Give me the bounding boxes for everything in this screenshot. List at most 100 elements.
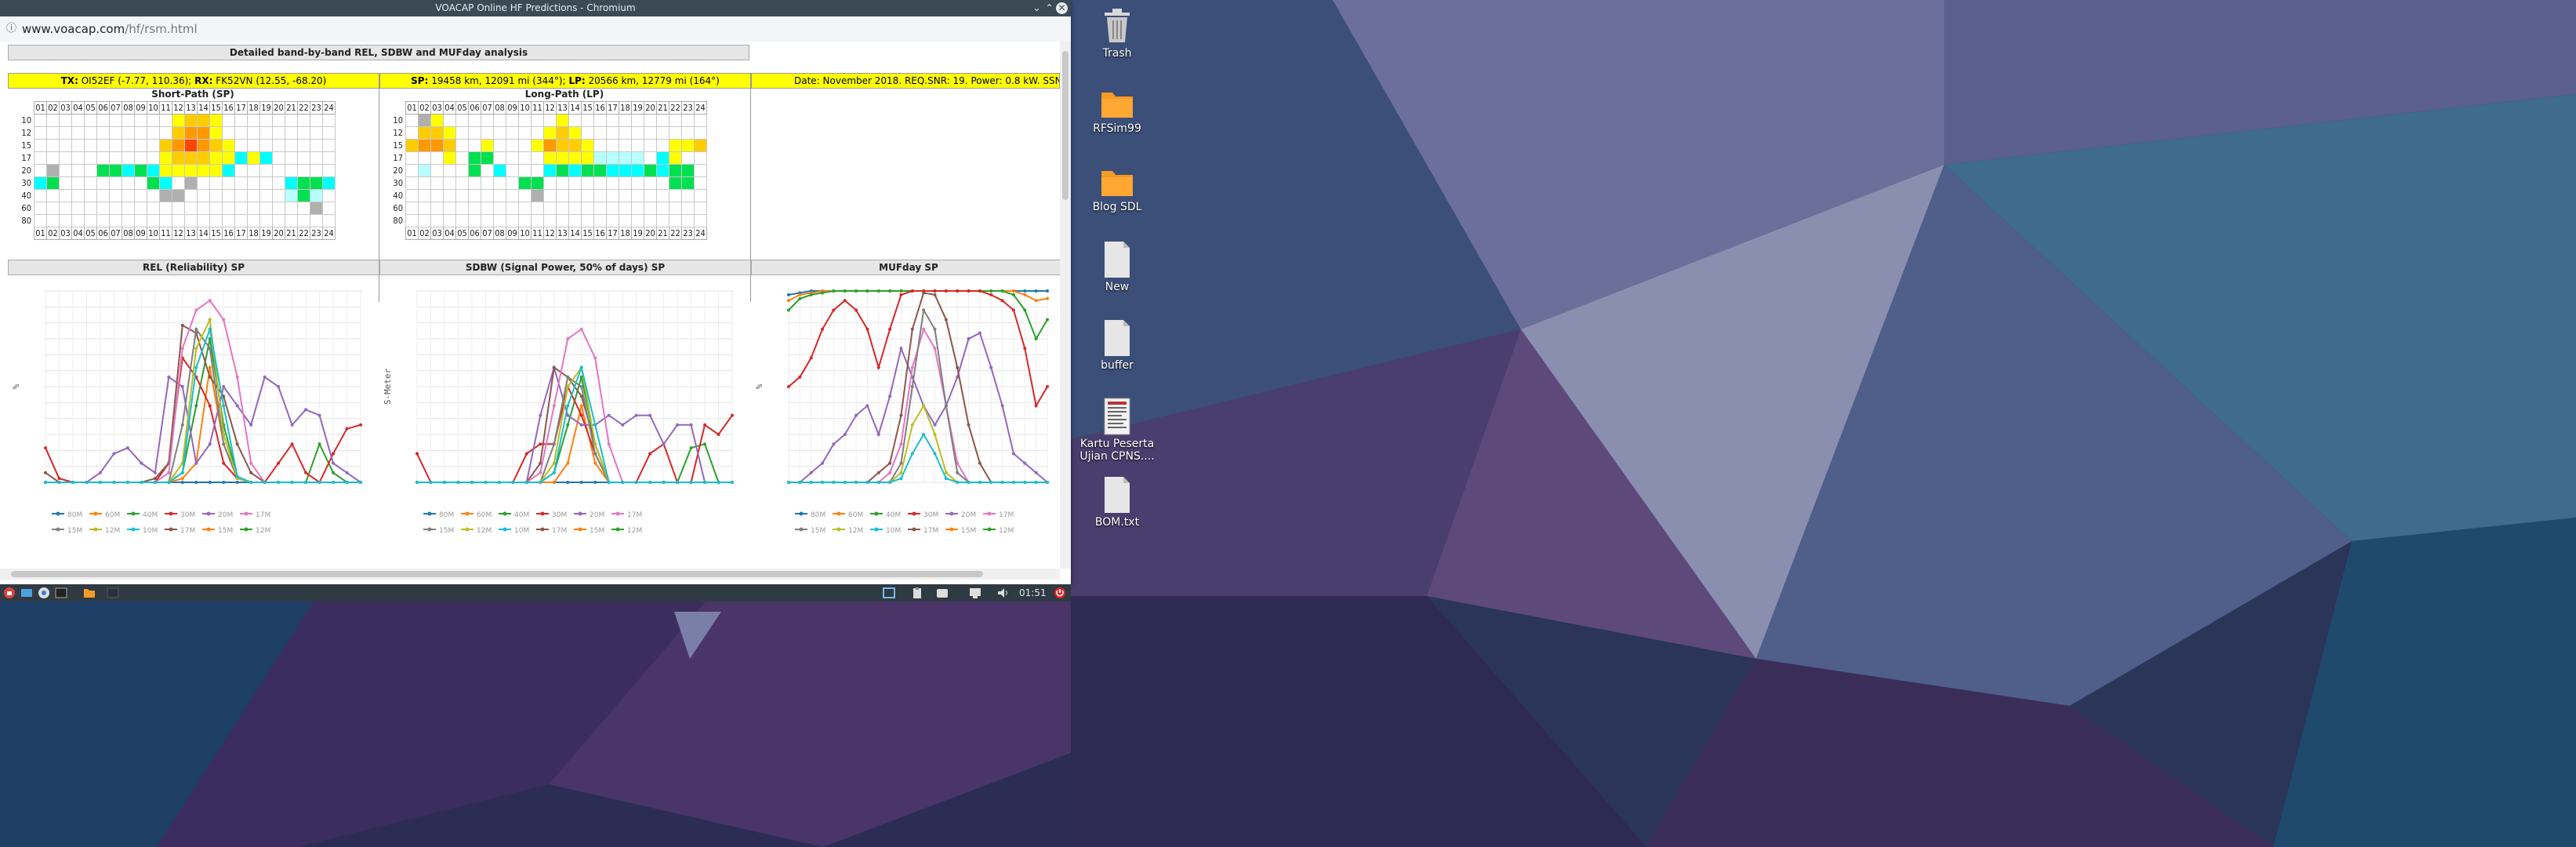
- legend-label: 80M: [67, 511, 82, 519]
- band-hour-cell: [71, 126, 85, 140]
- info-icon[interactable]: ⓘ: [6, 23, 17, 35]
- band-hour-cell: [34, 189, 47, 202]
- band-hour-cell: [147, 176, 160, 190]
- band-hour-cell: [518, 151, 532, 165]
- band-hour-cell: [172, 202, 185, 215]
- data-point: [865, 289, 869, 293]
- hour-header: 24: [694, 101, 707, 115]
- legend-label: 40M: [514, 511, 529, 519]
- band-hour-cell: [172, 164, 185, 177]
- band-hour-cell: [443, 151, 456, 165]
- band-hour-cell: [669, 151, 682, 165]
- data-point: [910, 385, 914, 388]
- data-point: [899, 293, 903, 296]
- band-hour-cell: [455, 189, 469, 202]
- band-hour-cell: [259, 189, 273, 202]
- band-hour-cell: [59, 189, 72, 202]
- legend-marker: [912, 511, 916, 516]
- desktop-icon-rfsim99[interactable]: RFSim99: [1082, 86, 1152, 135]
- network-icon[interactable]: [969, 587, 981, 599]
- hour-header: 18: [247, 101, 260, 115]
- band-hour-cell: [184, 202, 198, 215]
- legend-label: 15M: [67, 527, 82, 535]
- window-list-icon[interactable]: [883, 587, 895, 599]
- data-point: [876, 289, 880, 293]
- band-hour-cell: [109, 151, 122, 165]
- legend-label: 10M: [143, 527, 158, 535]
- band-hour-cell: [285, 126, 298, 140]
- band-label: 40: [21, 191, 31, 201]
- horizontal-scrollbar[interactable]: [0, 569, 1060, 580]
- power-icon[interactable]: [1054, 587, 1066, 599]
- browser-icon[interactable]: [38, 587, 50, 599]
- band-label: 20: [393, 165, 403, 176]
- band-hour-cell: [259, 151, 273, 165]
- data-point: [944, 477, 948, 481]
- desktop-icon-new[interactable]: New: [1082, 240, 1152, 293]
- vertical-scrollbar[interactable]: [1060, 42, 1071, 569]
- data-point: [566, 375, 570, 379]
- band-hour-cell: [405, 126, 419, 140]
- data-point: [854, 308, 858, 312]
- band-hour-cell: [322, 164, 336, 177]
- clock[interactable]: 01:51: [1019, 587, 1047, 598]
- band-hour-cell: [593, 189, 607, 202]
- hour-header: 05: [455, 101, 469, 115]
- data-point: [263, 375, 267, 379]
- address-bar[interactable]: ⓘ www.voacap.com/hf/rsm.html: [0, 16, 1071, 42]
- data-point: [235, 375, 239, 379]
- desktop-icon-kartu-peserta[interactable]: Kartu Peserta Ujian CPNS....: [1076, 397, 1159, 463]
- minimize-icon[interactable]: ⌄: [1032, 2, 1041, 13]
- band-hour-cell: [694, 126, 707, 140]
- band-hour-cell: [631, 202, 644, 215]
- url-text[interactable]: www.voacap.com/hf/rsm.html: [22, 22, 198, 36]
- band-hour-cell: [46, 176, 60, 190]
- maximize-icon[interactable]: ⌃: [1045, 2, 1054, 13]
- band-hour-cell: [543, 202, 557, 215]
- band-hour-cell: [96, 214, 110, 227]
- data-point: [194, 327, 198, 331]
- desktop-icon-buffer[interactable]: buffer: [1082, 318, 1152, 372]
- terminal-icon[interactable]: [55, 587, 67, 599]
- band-hour-cell: [285, 176, 298, 190]
- band-hour-cell: [418, 202, 431, 215]
- band-hour-cell: [46, 189, 60, 202]
- band-hour-cell: [455, 214, 469, 227]
- desktop-icon-blog-sdl[interactable]: Blog SDL: [1082, 165, 1152, 213]
- band-hour-cell: [134, 139, 147, 152]
- volume-icon[interactable]: [997, 587, 1010, 599]
- band-hour-cell: [644, 189, 657, 202]
- band-hour-cell: [285, 202, 298, 215]
- keyboard-icon[interactable]: [936, 587, 949, 599]
- hour-footer: 11: [159, 227, 172, 240]
- band-hour-cell: [518, 139, 532, 152]
- clipboard-icon[interactable]: [911, 587, 923, 599]
- data-point: [967, 337, 971, 340]
- band-hour-cell: [247, 214, 260, 227]
- file-manager-icon[interactable]: [83, 587, 96, 599]
- band-hour-cell: [234, 151, 248, 165]
- window-titlebar[interactable]: VOACAP Online HF Predictions - Chromium …: [0, 0, 1071, 16]
- hour-footer: 02: [418, 227, 431, 240]
- desktop-icon-trash[interactable]: Trash: [1082, 6, 1152, 60]
- data-point: [57, 477, 61, 481]
- close-icon[interactable]: ✕: [1056, 2, 1068, 14]
- band-hour-cell: [46, 202, 60, 215]
- data-point: [180, 481, 184, 484]
- band-hour-cell: [556, 126, 569, 140]
- start-menu-icon[interactable]: [3, 587, 16, 599]
- band-hour-cell: [405, 189, 419, 202]
- band-hour-cell: [197, 202, 210, 215]
- window-title: VOACAP Online HF Predictions - Chromium: [435, 2, 636, 13]
- band-hour-cell: [259, 164, 273, 177]
- show-desktop-icon[interactable]: [20, 587, 33, 599]
- band-hour-cell: [694, 189, 707, 202]
- desktop-icon-bom-txt[interactable]: BOM.txt: [1082, 475, 1152, 529]
- data-point: [180, 471, 184, 474]
- active-window-button[interactable]: [107, 587, 119, 599]
- band-hour-cell: [109, 164, 122, 177]
- band-hour-cell: [184, 151, 198, 165]
- band-hour-cell: [631, 139, 644, 152]
- band-hour-cell: [443, 126, 456, 140]
- data-point: [593, 461, 597, 465]
